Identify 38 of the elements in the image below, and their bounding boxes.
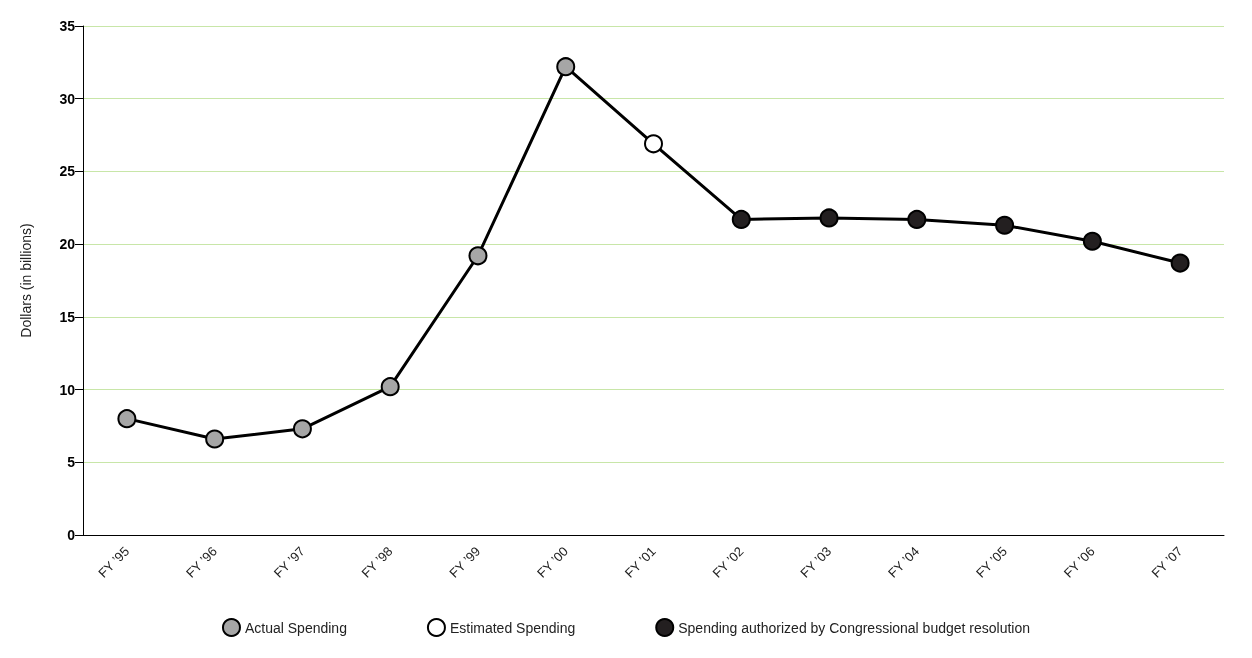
x-tick-label: FY ’03 <box>797 543 835 581</box>
y-tick-label: 10 <box>59 381 76 398</box>
point <box>117 409 137 429</box>
x-tick-label: FY ’01 <box>621 543 659 581</box>
point <box>731 209 751 229</box>
y-tick-label: 15 <box>59 308 76 325</box>
y-tick-label: 20 <box>59 236 76 253</box>
x-tick-label: FY ’97 <box>270 543 308 581</box>
x-tick-label: FY ’04 <box>885 543 923 581</box>
point <box>292 419 312 439</box>
y-tick-label: 5 <box>67 454 76 471</box>
x-tick-label: FY ’95 <box>95 543 133 581</box>
point <box>468 246 488 266</box>
legend-label: Actual Spending <box>244 619 347 636</box>
y-tick-label: 0 <box>67 527 76 543</box>
point <box>995 215 1015 235</box>
point <box>1170 253 1190 273</box>
legend-label: Spending authorized by Congressional budget resolution <box>678 619 1031 636</box>
x-tick-label: FY ’98 <box>358 543 396 581</box>
y-tick-label: 35 <box>59 18 76 34</box>
y-tick-label: 30 <box>59 90 76 107</box>
y-axis-title: Dollars (in billions) <box>18 223 34 338</box>
point <box>907 209 927 229</box>
point <box>819 208 839 228</box>
point <box>205 429 225 449</box>
point <box>1082 231 1102 251</box>
x-tick-label: FY ’99 <box>446 543 484 581</box>
point <box>380 377 400 397</box>
point <box>556 57 576 77</box>
x-tick-label: FY ’02 <box>709 543 747 581</box>
point <box>644 134 663 154</box>
x-tick-label: FY ’00 <box>534 543 572 581</box>
legend-label: Estimated Spending <box>449 619 576 636</box>
x-tick-label: FY ’06 <box>1060 543 1098 581</box>
x-tick-label: FY ’07 <box>1148 543 1186 581</box>
x-tick-label: FY ’05 <box>972 543 1010 581</box>
x-tick-label: FY ’96 <box>182 543 220 581</box>
y-tick-label: 25 <box>59 163 76 180</box>
